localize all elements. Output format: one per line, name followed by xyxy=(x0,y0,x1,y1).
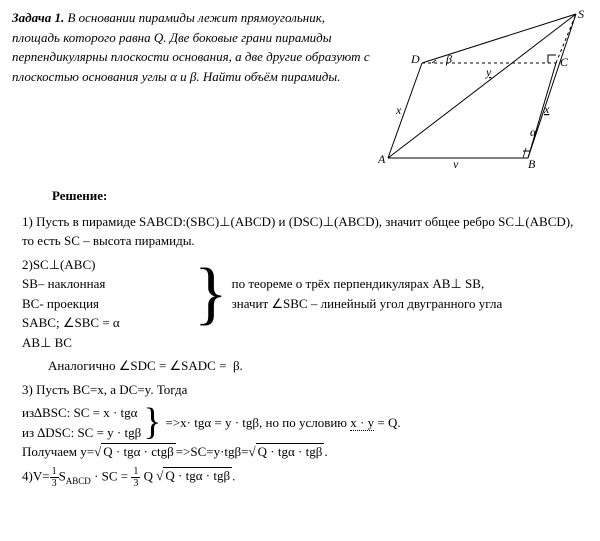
step4-sqrt: Q · tgα · tgβ xyxy=(163,467,232,483)
step2b: Аналогично ∠SDC = ∠SADC = β. xyxy=(22,356,588,376)
fraction: 13 xyxy=(50,466,59,489)
step2-right: по теореме о трёх перпендикулярах AB⊥ SB… xyxy=(232,274,588,313)
label-x-BC: x xyxy=(543,102,550,116)
frac-num: 1 xyxy=(50,466,59,478)
label-y-AB: y xyxy=(452,157,459,168)
sqrt-icon: Q · tgα · tgβ xyxy=(156,466,232,486)
step3c-sqrt1: Q · tgα · ctgβ xyxy=(101,443,175,459)
step4-Q: Q xyxy=(140,468,156,483)
label-alpha: α xyxy=(530,125,537,139)
solution-body: 1) Пусть в пирамиде SABCD:(SBC)⊥(ABCD) и… xyxy=(12,212,588,489)
step3-xyQ: x · y xyxy=(350,415,374,431)
frac-den: 3 xyxy=(50,478,59,489)
problem-body: В основании пирамиды лежит прямоугольник… xyxy=(12,10,370,84)
step3a: из∆BSC: SC = x · tgα xyxy=(22,403,141,423)
step2-right1: по теореме о трёх перпендикулярах AB⊥ SB… xyxy=(232,274,588,294)
step2-right2: значит ∠SBC – линейный угол двугранного … xyxy=(232,294,588,314)
step3-left: из∆BSC: SC = x · tgα из ∆DSC: SC = y · t… xyxy=(22,403,141,442)
step2-left: 2)SC⊥(ABC) SB– наклонная BC- проекция SA… xyxy=(22,255,192,333)
step3bracket: =>x· tgα = y · tgβ, но по условию xyxy=(165,415,350,430)
step4-mid2: · SC = xyxy=(91,468,132,483)
header-row: Задача 1. В основании пирамиды лежит пря… xyxy=(12,8,588,168)
curly-brace-icon: } xyxy=(143,411,161,434)
step3c-pre: Получаем y= xyxy=(22,444,94,459)
step4-sub: ABCD xyxy=(66,476,91,486)
step3b: из ∆DSC: SC = y · tgβ xyxy=(22,423,141,443)
sqrt-icon: Q · tgα · tgβ xyxy=(249,442,325,462)
label-S: S xyxy=(578,8,584,21)
step3-xyQ-post: = Q. xyxy=(374,415,400,430)
problem-statement: Задача 1. В основании пирамиды лежит пря… xyxy=(12,8,370,86)
step3-brace: из∆BSC: SC = x · tgα из ∆DSC: SC = y · t… xyxy=(22,403,588,442)
step4-pre: 4)V= xyxy=(22,468,50,483)
label-C: C xyxy=(560,55,569,69)
step2-container: 2)SC⊥(ABC) SB– наклонная BC- проекция SA… xyxy=(22,255,588,333)
label-y-DC: y xyxy=(485,65,492,79)
step2-left5: AB⊥ BC xyxy=(22,333,588,353)
step4-S: S xyxy=(59,468,66,483)
edge-AS xyxy=(388,14,576,158)
solution-title: Решение: xyxy=(52,186,588,206)
edge-BC xyxy=(528,63,556,158)
right-angle-C xyxy=(548,55,556,63)
curly-brace-icon: } xyxy=(194,273,228,315)
step2-left4: SABC; ∠SBC = α xyxy=(22,313,192,333)
step3c: Получаем y= Q · tgα · ctgβ=>SC=y·tgβ= Q · … xyxy=(22,442,588,462)
pyramid-diagram: A B C D S x y y x α β xyxy=(378,8,588,168)
step4: 4)V=13SABCD · SC = 13 Q Q · tgα · tgβ. xyxy=(22,466,588,489)
edge-AD xyxy=(388,63,422,158)
step2-left2: SB– наклонная xyxy=(22,274,192,294)
step3c-mid: =>SC=y·tgβ= xyxy=(176,444,249,459)
label-x-AD: x xyxy=(395,103,402,117)
label-beta: β xyxy=(445,52,452,66)
problem-title: Задача 1. xyxy=(12,10,64,25)
label-A: A xyxy=(378,152,386,166)
step1: 1) Пусть в пирамиде SABCD:(SBC)⊥(ABCD) и… xyxy=(22,212,588,251)
step2-left3: BC- проекция xyxy=(22,294,192,314)
step3c-sqrt2: Q · tgα · tgβ xyxy=(256,443,325,459)
angle-alpha-arc xyxy=(523,148,526,158)
step2-left1: 2)SC⊥(ABC) xyxy=(22,255,192,275)
step3-right: =>x· tgα = y · tgβ, но по условию x · y … xyxy=(165,413,400,433)
label-B: B xyxy=(528,157,536,168)
step3: 3) Пусть BC=x, а DC=y. Тогда xyxy=(22,380,588,400)
diagram-svg: A B C D S x y y x α β xyxy=(378,8,588,168)
label-D: D xyxy=(410,52,420,66)
sqrt-icon: Q · tgα · ctgβ xyxy=(94,442,176,462)
step4-end: . xyxy=(232,468,235,483)
